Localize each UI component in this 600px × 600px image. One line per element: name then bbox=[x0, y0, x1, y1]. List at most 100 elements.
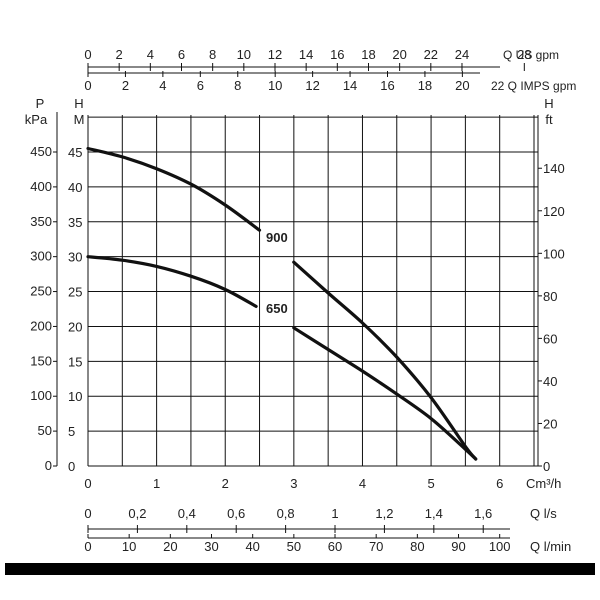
lmin-tick-label: 60 bbox=[328, 539, 342, 554]
kpa-tick-label: 350 bbox=[30, 214, 52, 229]
kpa-tick-label: 150 bbox=[30, 353, 52, 368]
usgpm-tick-label: 18 bbox=[361, 47, 375, 62]
impsgpm-tick-label: 18 bbox=[418, 78, 432, 93]
ls-tick-label: 0,4 bbox=[178, 506, 196, 521]
impsgpm-tick-label: 4 bbox=[159, 78, 166, 93]
kpa-axis-unit: kPa bbox=[25, 112, 48, 127]
lmin-axis-label: Q l/min bbox=[530, 539, 571, 554]
impsgpm-axis-label: 22 Q IMPS gpm bbox=[491, 79, 576, 93]
m-tick-label: 30 bbox=[68, 250, 82, 265]
curves: 900 650 bbox=[86, 146, 478, 461]
kpa-tick-label: 0 bbox=[45, 458, 52, 473]
m-tick-label: 25 bbox=[68, 285, 82, 300]
lmin-tick-label: 40 bbox=[245, 539, 259, 554]
ft-tick-label: 0 bbox=[543, 459, 550, 474]
ft-tick-label: 80 bbox=[543, 289, 557, 304]
ft-tick-label: 100 bbox=[543, 246, 565, 261]
impsgpm-tick-label: 12 bbox=[305, 78, 319, 93]
m-tick-label: 5 bbox=[68, 424, 75, 439]
usgpm-tick-label: 14 bbox=[299, 47, 313, 62]
tick-labels: 050100150200250300350400450PkPa051015202… bbox=[25, 47, 577, 554]
usgpm-tick-label: 10 bbox=[237, 47, 251, 62]
usgpm-tick-label: 0 bbox=[84, 47, 91, 62]
m-tick-label: 0 bbox=[68, 459, 75, 474]
ls-tick-label: 0,8 bbox=[277, 506, 295, 521]
x-main-tick-label: 6 bbox=[496, 476, 503, 491]
ls-tick-label: 0,6 bbox=[227, 506, 245, 521]
x-main-axis-label: Cm³/h bbox=[526, 476, 561, 491]
ft-tick-label: 140 bbox=[543, 161, 565, 176]
lmin-tick-label: 20 bbox=[163, 539, 177, 554]
kpa-axis-title: P bbox=[36, 96, 45, 111]
ls-tick-label: 0,2 bbox=[128, 506, 146, 521]
usgpm-tick-label: 22 bbox=[424, 47, 438, 62]
curve-650-part2 bbox=[292, 326, 478, 461]
curve-900-part2 bbox=[292, 260, 478, 461]
usgpm-tick-label: 16 bbox=[330, 47, 344, 62]
m-tick-label: 10 bbox=[68, 389, 82, 404]
x-main-tick-label: 4 bbox=[359, 476, 366, 491]
m-tick-label: 35 bbox=[68, 215, 82, 230]
ls-axis-label: Q l/s bbox=[530, 506, 557, 521]
impsgpm-tick-label: 14 bbox=[343, 78, 357, 93]
impsgpm-tick-label: 2 bbox=[122, 78, 129, 93]
bottom-bar bbox=[5, 563, 595, 575]
kpa-tick-label: 400 bbox=[30, 179, 52, 194]
curve-650-part1 bbox=[86, 255, 258, 308]
curve-label-650: 650 bbox=[266, 301, 288, 316]
lmin-tick-label: 70 bbox=[369, 539, 383, 554]
lmin-tick-label: 0 bbox=[84, 539, 91, 554]
grid bbox=[87, 115, 538, 467]
m-tick-label: 15 bbox=[68, 354, 82, 369]
m-axis-title: H bbox=[74, 96, 83, 111]
lmin-tick-label: 10 bbox=[122, 539, 136, 554]
x-main-tick-label: 5 bbox=[427, 476, 434, 491]
lmin-tick-label: 30 bbox=[204, 539, 218, 554]
kpa-tick-label: 100 bbox=[30, 388, 52, 403]
usgpm-tick-label: 2 bbox=[116, 47, 123, 62]
usgpm-axis-label: Q US gpm bbox=[503, 48, 559, 62]
axes bbox=[53, 63, 542, 539]
lmin-tick-label: 90 bbox=[451, 539, 465, 554]
kpa-tick-label: 450 bbox=[30, 144, 52, 159]
m-tick-label: 40 bbox=[68, 180, 82, 195]
impsgpm-tick-label: 16 bbox=[380, 78, 394, 93]
ft-tick-label: 120 bbox=[543, 204, 565, 219]
curve-label-900: 900 bbox=[266, 230, 288, 245]
m-tick-label: 45 bbox=[68, 145, 82, 160]
ft-axis-unit: ft bbox=[545, 112, 553, 127]
ls-tick-label: 0 bbox=[84, 506, 91, 521]
kpa-tick-label: 50 bbox=[38, 423, 52, 438]
impsgpm-tick-label: 8 bbox=[234, 78, 241, 93]
lmin-tick-label: 50 bbox=[287, 539, 301, 554]
usgpm-tick-label: 8 bbox=[209, 47, 216, 62]
usgpm-tick-label: 12 bbox=[268, 47, 282, 62]
usgpm-tick-label: 24 bbox=[455, 47, 469, 62]
usgpm-tick-label: 20 bbox=[392, 47, 406, 62]
ls-tick-label: 1 bbox=[331, 506, 338, 521]
x-main-tick-label: 3 bbox=[290, 476, 297, 491]
impsgpm-tick-label: 20 bbox=[455, 78, 469, 93]
impsgpm-tick-label: 10 bbox=[268, 78, 282, 93]
ls-tick-label: 1,2 bbox=[375, 506, 393, 521]
ft-tick-label: 40 bbox=[543, 374, 557, 389]
m-axis-unit: M bbox=[74, 112, 85, 127]
x-main-tick-label: 2 bbox=[222, 476, 229, 491]
ls-tick-label: 1,4 bbox=[425, 506, 443, 521]
impsgpm-tick-label: 0 bbox=[84, 78, 91, 93]
kpa-tick-label: 200 bbox=[30, 318, 52, 333]
kpa-tick-label: 300 bbox=[30, 249, 52, 264]
ls-tick-label: 1,6 bbox=[474, 506, 492, 521]
curve-900-part1 bbox=[86, 146, 262, 232]
lmin-tick-label: 80 bbox=[410, 539, 424, 554]
ft-tick-label: 20 bbox=[543, 416, 557, 431]
impsgpm-tick-label: 6 bbox=[197, 78, 204, 93]
x-main-tick-label: 0 bbox=[84, 476, 91, 491]
usgpm-tick-label: 28 bbox=[517, 47, 531, 62]
x-main-tick-label: 1 bbox=[153, 476, 160, 491]
ft-tick-label: 60 bbox=[543, 331, 557, 346]
ft-axis-title: H bbox=[544, 96, 553, 111]
usgpm-tick-label: 6 bbox=[178, 47, 185, 62]
m-tick-label: 20 bbox=[68, 319, 82, 334]
